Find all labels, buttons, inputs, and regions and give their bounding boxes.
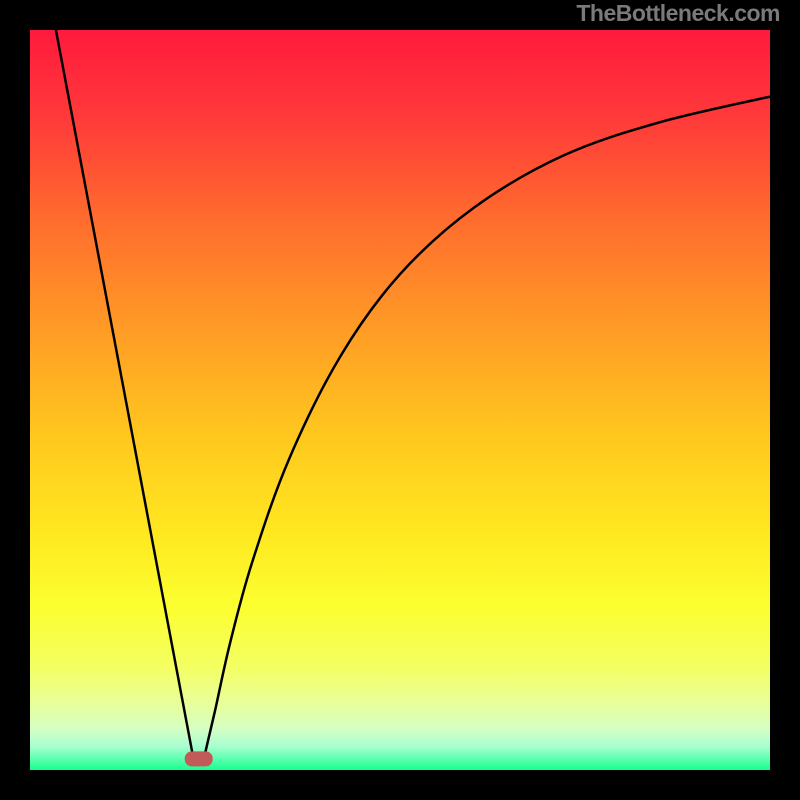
- bottleneck-plot: [0, 0, 800, 800]
- minimum-marker: [185, 751, 213, 766]
- watermark-text: TheBottleneck.com: [576, 0, 780, 27]
- plot-background: [30, 30, 770, 770]
